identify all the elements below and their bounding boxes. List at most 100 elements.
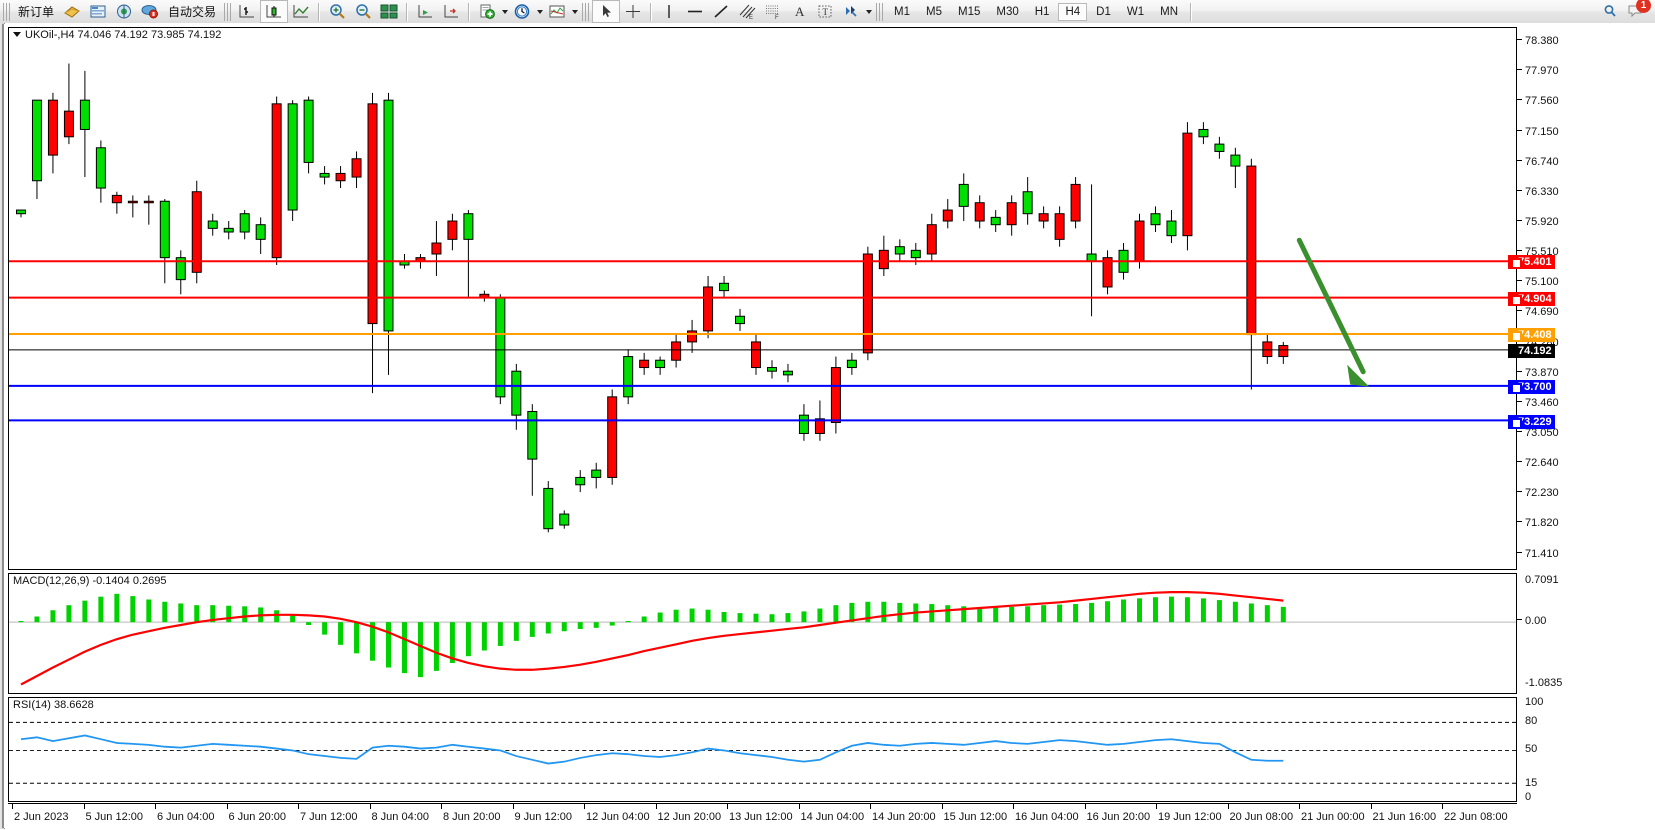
time-tick xyxy=(155,804,156,809)
toolbar-separator-3 xyxy=(468,2,471,21)
time-label: 21 Jun 16:00 xyxy=(1372,811,1437,823)
price-pane[interactable]: UKOil-,H4 74.046 74.192 73.985 74.192 xyxy=(8,27,1517,570)
templates-icon[interactable] xyxy=(474,1,500,22)
chart-title: UKOil-,H4 74.046 74.192 73.985 74.192 xyxy=(13,29,221,41)
text-icon[interactable]: A xyxy=(786,1,812,22)
objects-icon[interactable] xyxy=(838,1,864,22)
zoom-out-icon[interactable] xyxy=(350,1,376,22)
crosshair-icon[interactable] xyxy=(620,1,646,22)
macd-plot-layer xyxy=(9,591,1516,686)
period-dropdown-arrow[interactable] xyxy=(535,2,544,21)
chart-title-text: UKOil-,H4 74.046 74.192 73.985 74.192 xyxy=(25,29,222,41)
price-label-current-price[interactable]: 74.192 xyxy=(1508,344,1555,358)
chart-area: UKOil-,H4 74.046 74.192 73.985 74.192 MA… xyxy=(0,23,1655,829)
price-axis[interactable]: 78.380 77.970 77.560 77.150 76.740 76.330 75.9… xyxy=(1508,27,1655,570)
new-order-button[interactable]: 新订单 xyxy=(13,1,59,22)
time-tick xyxy=(12,804,13,809)
price-tick: 73.460 xyxy=(1517,397,1559,409)
rsi-tick: 50 xyxy=(1525,743,1538,756)
hline-icon[interactable] xyxy=(682,1,708,22)
timeframe-mn[interactable]: MN xyxy=(1160,5,1178,18)
signals-icon[interactable] xyxy=(137,1,163,22)
chart-collapse-icon[interactable] xyxy=(13,32,21,37)
alerts-icon[interactable]: 1 xyxy=(1623,0,1651,22)
notification-badge: 1 xyxy=(1636,0,1651,13)
vline-icon[interactable] xyxy=(656,1,682,22)
price-tick: 71.820 xyxy=(1517,517,1559,529)
time-tick xyxy=(83,804,85,809)
time-label: 6 Jun 20:00 xyxy=(228,811,287,823)
toolbar-grip-3[interactable] xyxy=(582,2,590,21)
toolbar-grip-4[interactable] xyxy=(876,2,884,21)
main-toolbar: 新订单 自动交易 xyxy=(0,0,1655,24)
toolbar-grip[interactable] xyxy=(3,2,10,21)
toolbar-grip-2[interactable] xyxy=(224,2,232,21)
timeframe-m1[interactable]: M1 xyxy=(894,5,911,18)
time-label: 5 Jun 12:00 xyxy=(85,811,144,823)
level-handle-resistance-1[interactable] xyxy=(1511,258,1522,270)
indicators-icon[interactable] xyxy=(544,1,570,22)
time-tick xyxy=(226,804,228,809)
line-chart-icon[interactable] xyxy=(288,1,314,22)
rsi-axis: 100 80 50 15 0 xyxy=(1517,695,1655,803)
time-label: 21 Jun 00:00 xyxy=(1301,811,1365,823)
equidistant-channel-icon[interactable]: E xyxy=(734,1,760,22)
price-tick: 72.640 xyxy=(1517,457,1559,469)
time-tick xyxy=(298,804,299,809)
indicators-dropdown-arrow[interactable] xyxy=(570,2,579,21)
time-label: 14 Jun 20:00 xyxy=(872,811,936,823)
level-handle-pivot[interactable] xyxy=(1511,331,1522,343)
rsi-tick: 15 xyxy=(1525,776,1538,789)
time-label: 12 Jun 20:00 xyxy=(657,811,722,823)
period-icon[interactable] xyxy=(509,1,535,22)
market-watch-icon[interactable] xyxy=(85,1,111,22)
navigator-icon[interactable] xyxy=(111,1,137,22)
timeframe-w1[interactable]: W1 xyxy=(1126,5,1145,18)
macd-pane[interactable]: MACD(12,26,9) -0.1404 0.2695 xyxy=(8,573,1517,694)
cursor-icon[interactable] xyxy=(592,0,621,23)
time-label: 8 Jun 20:00 xyxy=(443,811,501,823)
time-tick xyxy=(1442,804,1443,809)
time-label: 16 Jun 04:00 xyxy=(1015,811,1079,823)
time-tick xyxy=(369,804,371,809)
candlestick-chart-icon[interactable] xyxy=(260,0,289,23)
tile-windows-icon[interactable] xyxy=(376,1,402,22)
timeframe-m15[interactable]: M15 xyxy=(958,5,981,18)
time-tick xyxy=(941,804,943,809)
macd-label: MACD(12,26,9) -0.1404 0.2695 xyxy=(13,575,167,587)
autotrading-button[interactable]: 自动交易 xyxy=(163,1,221,22)
bar-chart-icon[interactable] xyxy=(234,1,260,22)
auto-scroll-icon[interactable] xyxy=(438,1,464,22)
level-handle-support-2[interactable] xyxy=(1511,417,1522,429)
svg-text:A: A xyxy=(795,4,805,19)
time-label: 13 Jun 12:00 xyxy=(729,811,793,823)
zoom-in-icon[interactable] xyxy=(324,1,350,22)
timeframe-m30[interactable]: M30 xyxy=(996,5,1019,18)
objects-dropdown-arrow[interactable] xyxy=(864,2,873,21)
rsi-pane[interactable]: RSI(14) 38.6628 xyxy=(8,697,1517,802)
time-axis[interactable]: 2 Jun 2023 5 Jun 12:00 6 Jun 04:00 6 Jun 20… xyxy=(8,803,1517,830)
toolbar-separator-2 xyxy=(406,2,409,21)
timeframe-h1[interactable]: H1 xyxy=(1034,5,1050,18)
trendline-icon[interactable] xyxy=(708,1,734,22)
text-label-icon[interactable]: T xyxy=(812,1,838,22)
price-tick: 77.560 xyxy=(1517,95,1559,107)
rsi-label: RSI(14) 38.6628 xyxy=(13,699,94,711)
price-tick: 73.870 xyxy=(1517,367,1559,379)
new-order-icon[interactable] xyxy=(59,1,85,22)
level-handle-support-1[interactable] xyxy=(1511,383,1522,395)
time-label: 20 Jun 08:00 xyxy=(1229,811,1294,823)
price-tick: 76.330 xyxy=(1517,186,1559,198)
rsi-tick: 100 xyxy=(1525,695,1544,708)
time-tick xyxy=(441,804,442,809)
time-tick xyxy=(1084,804,1086,809)
templates-dropdown-arrow[interactable] xyxy=(500,2,509,21)
time-tick xyxy=(1370,804,1372,809)
timeframe-d1[interactable]: D1 xyxy=(1096,5,1111,18)
fibonacci-icon[interactable]: F xyxy=(760,1,786,22)
search-icon[interactable] xyxy=(1597,1,1623,22)
timeframe-m5[interactable]: M5 xyxy=(926,5,942,18)
shift-end-icon[interactable] xyxy=(412,1,438,22)
timeframe-h4[interactable]: H4 xyxy=(1058,2,1088,21)
level-handle-resistance-2[interactable] xyxy=(1511,294,1522,306)
